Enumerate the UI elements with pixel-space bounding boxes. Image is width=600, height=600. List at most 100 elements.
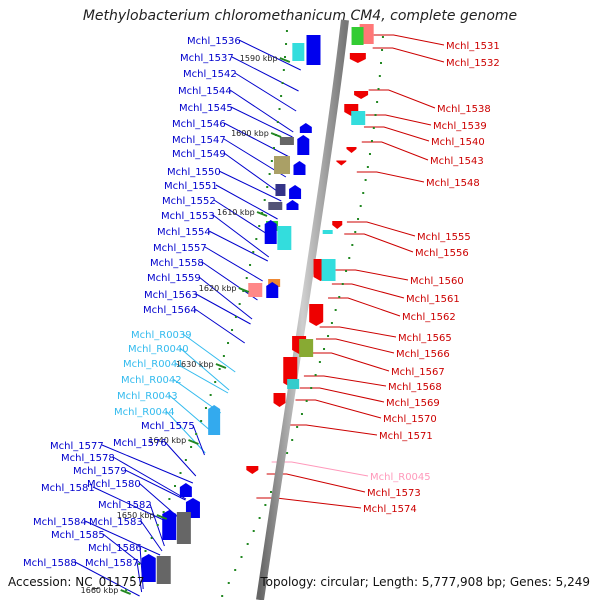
gene-label-left[interactable]: Mchl_1577: [50, 441, 104, 452]
gene-label-left[interactable]: Mchl_1583: [89, 517, 143, 528]
gene-label-left[interactable]: Mchl_1579: [73, 466, 127, 477]
gene-label-left[interactable]: Mchl_1551: [164, 181, 218, 192]
gene-block[interactable]: [277, 226, 292, 250]
gene-label-left[interactable]: Mchl_1558: [150, 258, 204, 269]
gene-label-left[interactable]: Mchl_1564: [143, 305, 197, 316]
gene-block[interactable]: [299, 339, 314, 357]
gene-label-right[interactable]: Mchl_1556: [415, 248, 469, 259]
gene-label-right[interactable]: Mchl_1532: [446, 58, 500, 69]
gene-label-left[interactable]: Mchl_1582: [98, 500, 152, 511]
gene-label-right[interactable]: Mchl_1568: [388, 382, 442, 393]
gene-label-left[interactable]: Mchl_R0041: [123, 359, 184, 370]
gene-block[interactable]: [156, 556, 171, 584]
gene-arrow[interactable]: [273, 393, 286, 407]
gene-block[interactable]: [306, 35, 321, 65]
gene-label-right[interactable]: Mchl_1538: [437, 104, 491, 115]
gene-arrow[interactable]: [332, 221, 343, 229]
gene-arrow[interactable]: [179, 483, 192, 497]
gene-label-left[interactable]: Mchl_1563: [144, 290, 198, 301]
gene-label-left[interactable]: Mchl_1547: [172, 135, 226, 146]
gene-arrow[interactable]: [297, 135, 310, 155]
gene-arrow[interactable]: [141, 554, 156, 582]
gene-label-left[interactable]: Mchl_R0042: [121, 375, 182, 386]
gene-arrow[interactable]: [289, 185, 302, 199]
gene-label-left[interactable]: Mchl_1536: [187, 36, 241, 47]
gene-block[interactable]: [275, 184, 286, 196]
gene-arrow[interactable]: [208, 405, 221, 435]
gene-arrow[interactable]: [349, 53, 366, 63]
gene-block[interactable]: [248, 283, 263, 297]
gene-label-left[interactable]: Mchl_1585: [51, 530, 105, 541]
gene-label-left[interactable]: Mchl_1542: [183, 69, 237, 80]
gene-label-left[interactable]: Mchl_1584: [33, 517, 87, 528]
gene-label-right[interactable]: Mchl_1567: [391, 367, 445, 378]
tick-mark: [214, 381, 217, 383]
gene-block[interactable]: [287, 379, 300, 389]
gene-arrow[interactable]: [346, 147, 357, 153]
gene-label-right[interactable]: Mchl_1540: [431, 137, 485, 148]
gene-label-left[interactable]: Mchl_R0043: [117, 391, 178, 402]
gene-label-left[interactable]: Mchl_R0039: [131, 330, 192, 341]
gene-labels[interactable]: Mchl_1536 Mchl_1537 Mchl_1542 Mchl_1544 Mchl…: [23, 36, 500, 569]
gene-arrow[interactable]: [286, 200, 299, 210]
gene-label-left[interactable]: Mchl_1586: [88, 543, 142, 554]
gene-arrow[interactable]: [354, 91, 369, 99]
gene-label-right[interactable]: Mchl_1571: [379, 431, 433, 442]
gene-label-right[interactable]: Mchl_1574: [363, 504, 417, 515]
gene-label-left[interactable]: Mchl_1553: [161, 211, 215, 222]
gene-block[interactable]: [279, 137, 294, 145]
gene-block[interactable]: [176, 512, 191, 544]
gene-label-right[interactable]: Mchl_1543: [430, 156, 484, 167]
gene-label-right[interactable]: Mchl_1573: [367, 488, 421, 499]
gene-label-right[interactable]: Mchl_1570: [383, 414, 437, 425]
gene-arrow[interactable]: [246, 466, 259, 474]
gene-label-right[interactable]: Mchl_1561: [406, 294, 460, 305]
gene-label-right[interactable]: Mchl_1566: [396, 349, 450, 360]
gene-label-left[interactable]: Mchl_1581: [41, 483, 95, 494]
gene-block[interactable]: [322, 230, 333, 234]
gene-arrow[interactable]: [293, 161, 306, 175]
gene-block[interactable]: [268, 279, 281, 287]
gene-arrow[interactable]: [336, 160, 347, 166]
gene-label-right[interactable]: Mchl_1565: [398, 333, 452, 344]
gene-arrow[interactable]: [162, 510, 177, 540]
gene-block[interactable]: [292, 43, 305, 61]
gene-label-left[interactable]: Mchl_1580: [87, 479, 141, 490]
gene-label-left[interactable]: Mchl_1544: [178, 86, 232, 97]
gene-label-left[interactable]: Mchl_1575: [141, 421, 195, 432]
gene-label-left[interactable]: Mchl_1546: [172, 119, 226, 130]
gene-block[interactable]: [351, 111, 366, 125]
gene-block[interactable]: [274, 156, 291, 174]
gene-label-left[interactable]: Mchl_1545: [179, 103, 233, 114]
gene-label-left[interactable]: Mchl_1587: [85, 558, 139, 569]
gene-label-left[interactable]: Mchl_1554: [157, 227, 211, 238]
gene-label-left[interactable]: Mchl_1557: [153, 243, 207, 254]
gene-label-left[interactable]: Mchl_1549: [172, 149, 226, 160]
gene-arrow[interactable]: [299, 123, 312, 133]
gene-label-left[interactable]: Mchl_1559: [147, 273, 201, 284]
gene-arrow[interactable]: [264, 220, 277, 244]
gene-label-right[interactable]: Mchl_1560: [410, 276, 464, 287]
gene-label-left[interactable]: Mchl_1537: [180, 53, 234, 64]
gene-label-right[interactable]: Mchl_1569: [386, 398, 440, 409]
gene-label-right[interactable]: Mchl_1562: [402, 312, 456, 323]
gene-arrow[interactable]: [309, 304, 324, 326]
gene-label-left[interactable]: Mchl_1552: [162, 196, 216, 207]
gene-arrow[interactable]: [266, 282, 279, 298]
gene-label-left[interactable]: Mchl_1550: [167, 167, 221, 178]
gene-label-left[interactable]: Mchl_1576: [113, 438, 167, 449]
gene-label-right[interactable]: Mchl_R0045: [370, 472, 431, 483]
gene-label-left[interactable]: Mchl_1588: [23, 558, 77, 569]
gene-label-left[interactable]: Mchl_R0044: [114, 407, 175, 418]
gene-block[interactable]: [268, 202, 283, 210]
gene-block[interactable]: [351, 27, 364, 45]
gene-label-right[interactable]: Mchl_1555: [417, 232, 471, 243]
gene-label-right[interactable]: Mchl_1531: [446, 41, 500, 52]
gene-block[interactable]: [321, 259, 336, 281]
gene-features[interactable]: [141, 24, 374, 584]
gene-label-right[interactable]: Mchl_1539: [433, 121, 487, 132]
gene-label-left[interactable]: Mchl_R0040: [128, 344, 189, 355]
gene-label-left[interactable]: Mchl_1578: [61, 453, 115, 464]
gene-label-right[interactable]: Mchl_1548: [426, 178, 480, 189]
